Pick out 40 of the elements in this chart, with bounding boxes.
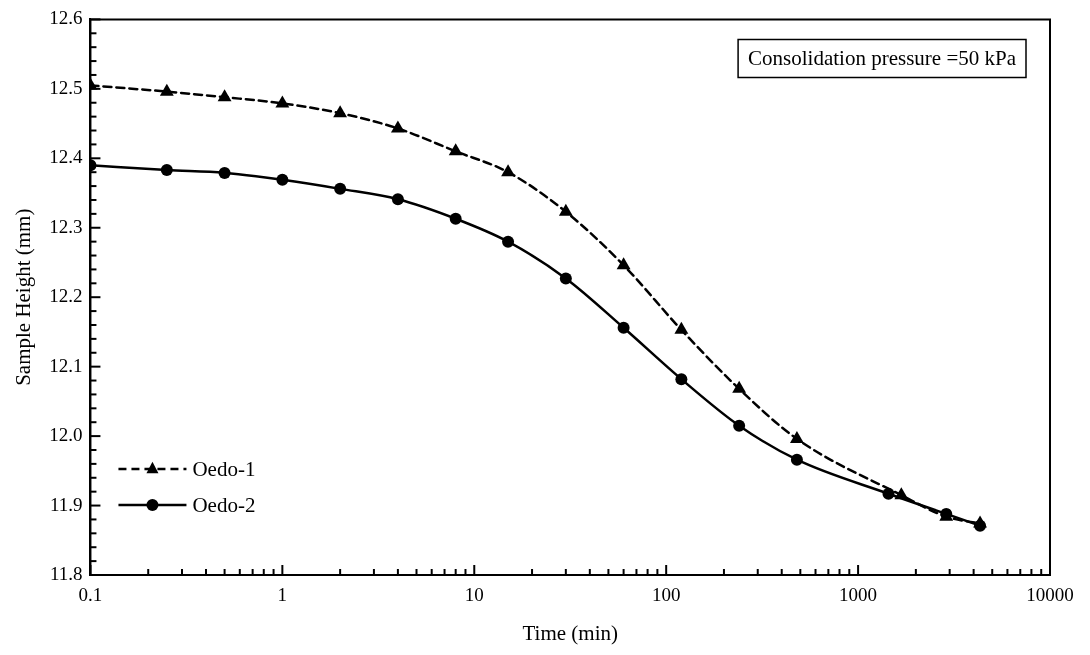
x-tick-label: 1 <box>277 584 288 606</box>
annotation: Consolidation pressure =50 kPa <box>748 45 1017 70</box>
y-tick-label: 12.3 <box>49 215 83 237</box>
point <box>275 95 290 108</box>
point <box>790 453 803 466</box>
point <box>617 321 630 334</box>
point <box>616 257 631 270</box>
x-tick-label: 100 <box>651 584 681 606</box>
point <box>159 83 174 96</box>
y-tick-label: 12.5 <box>49 76 83 98</box>
y-tick-label: 12.1 <box>49 354 83 376</box>
point <box>218 166 231 179</box>
x-tick-label: 0.1 <box>78 584 103 606</box>
y-tick-label: 12.0 <box>49 424 83 446</box>
point <box>391 193 404 206</box>
legend-label: Oedo-1 <box>192 456 256 481</box>
point <box>449 212 462 225</box>
point <box>789 430 804 443</box>
x-tick-label: 1000 <box>839 584 878 606</box>
point <box>674 321 689 334</box>
point <box>217 89 232 102</box>
y-tick-label: 12.4 <box>49 146 83 168</box>
y-tick-label: 11.8 <box>49 562 83 584</box>
x-tick-label: 10000 <box>1026 584 1074 606</box>
point <box>390 120 405 133</box>
point <box>448 143 463 156</box>
point <box>333 105 348 118</box>
x-tick-label: 10 <box>464 584 484 606</box>
point <box>732 380 747 393</box>
y-axis-title: Sample Height (mm) <box>11 208 36 386</box>
point <box>675 373 688 386</box>
y-tick-label: 11.9 <box>49 493 83 515</box>
legend-label: Oedo-2 <box>192 492 256 517</box>
y-tick-label: 12.2 <box>49 285 83 307</box>
point <box>276 173 289 186</box>
point <box>334 182 347 195</box>
point <box>733 419 746 432</box>
y-tick-label: 12.6 <box>49 7 83 29</box>
point <box>160 164 173 177</box>
x-axis-title: Time (min) <box>522 620 618 645</box>
